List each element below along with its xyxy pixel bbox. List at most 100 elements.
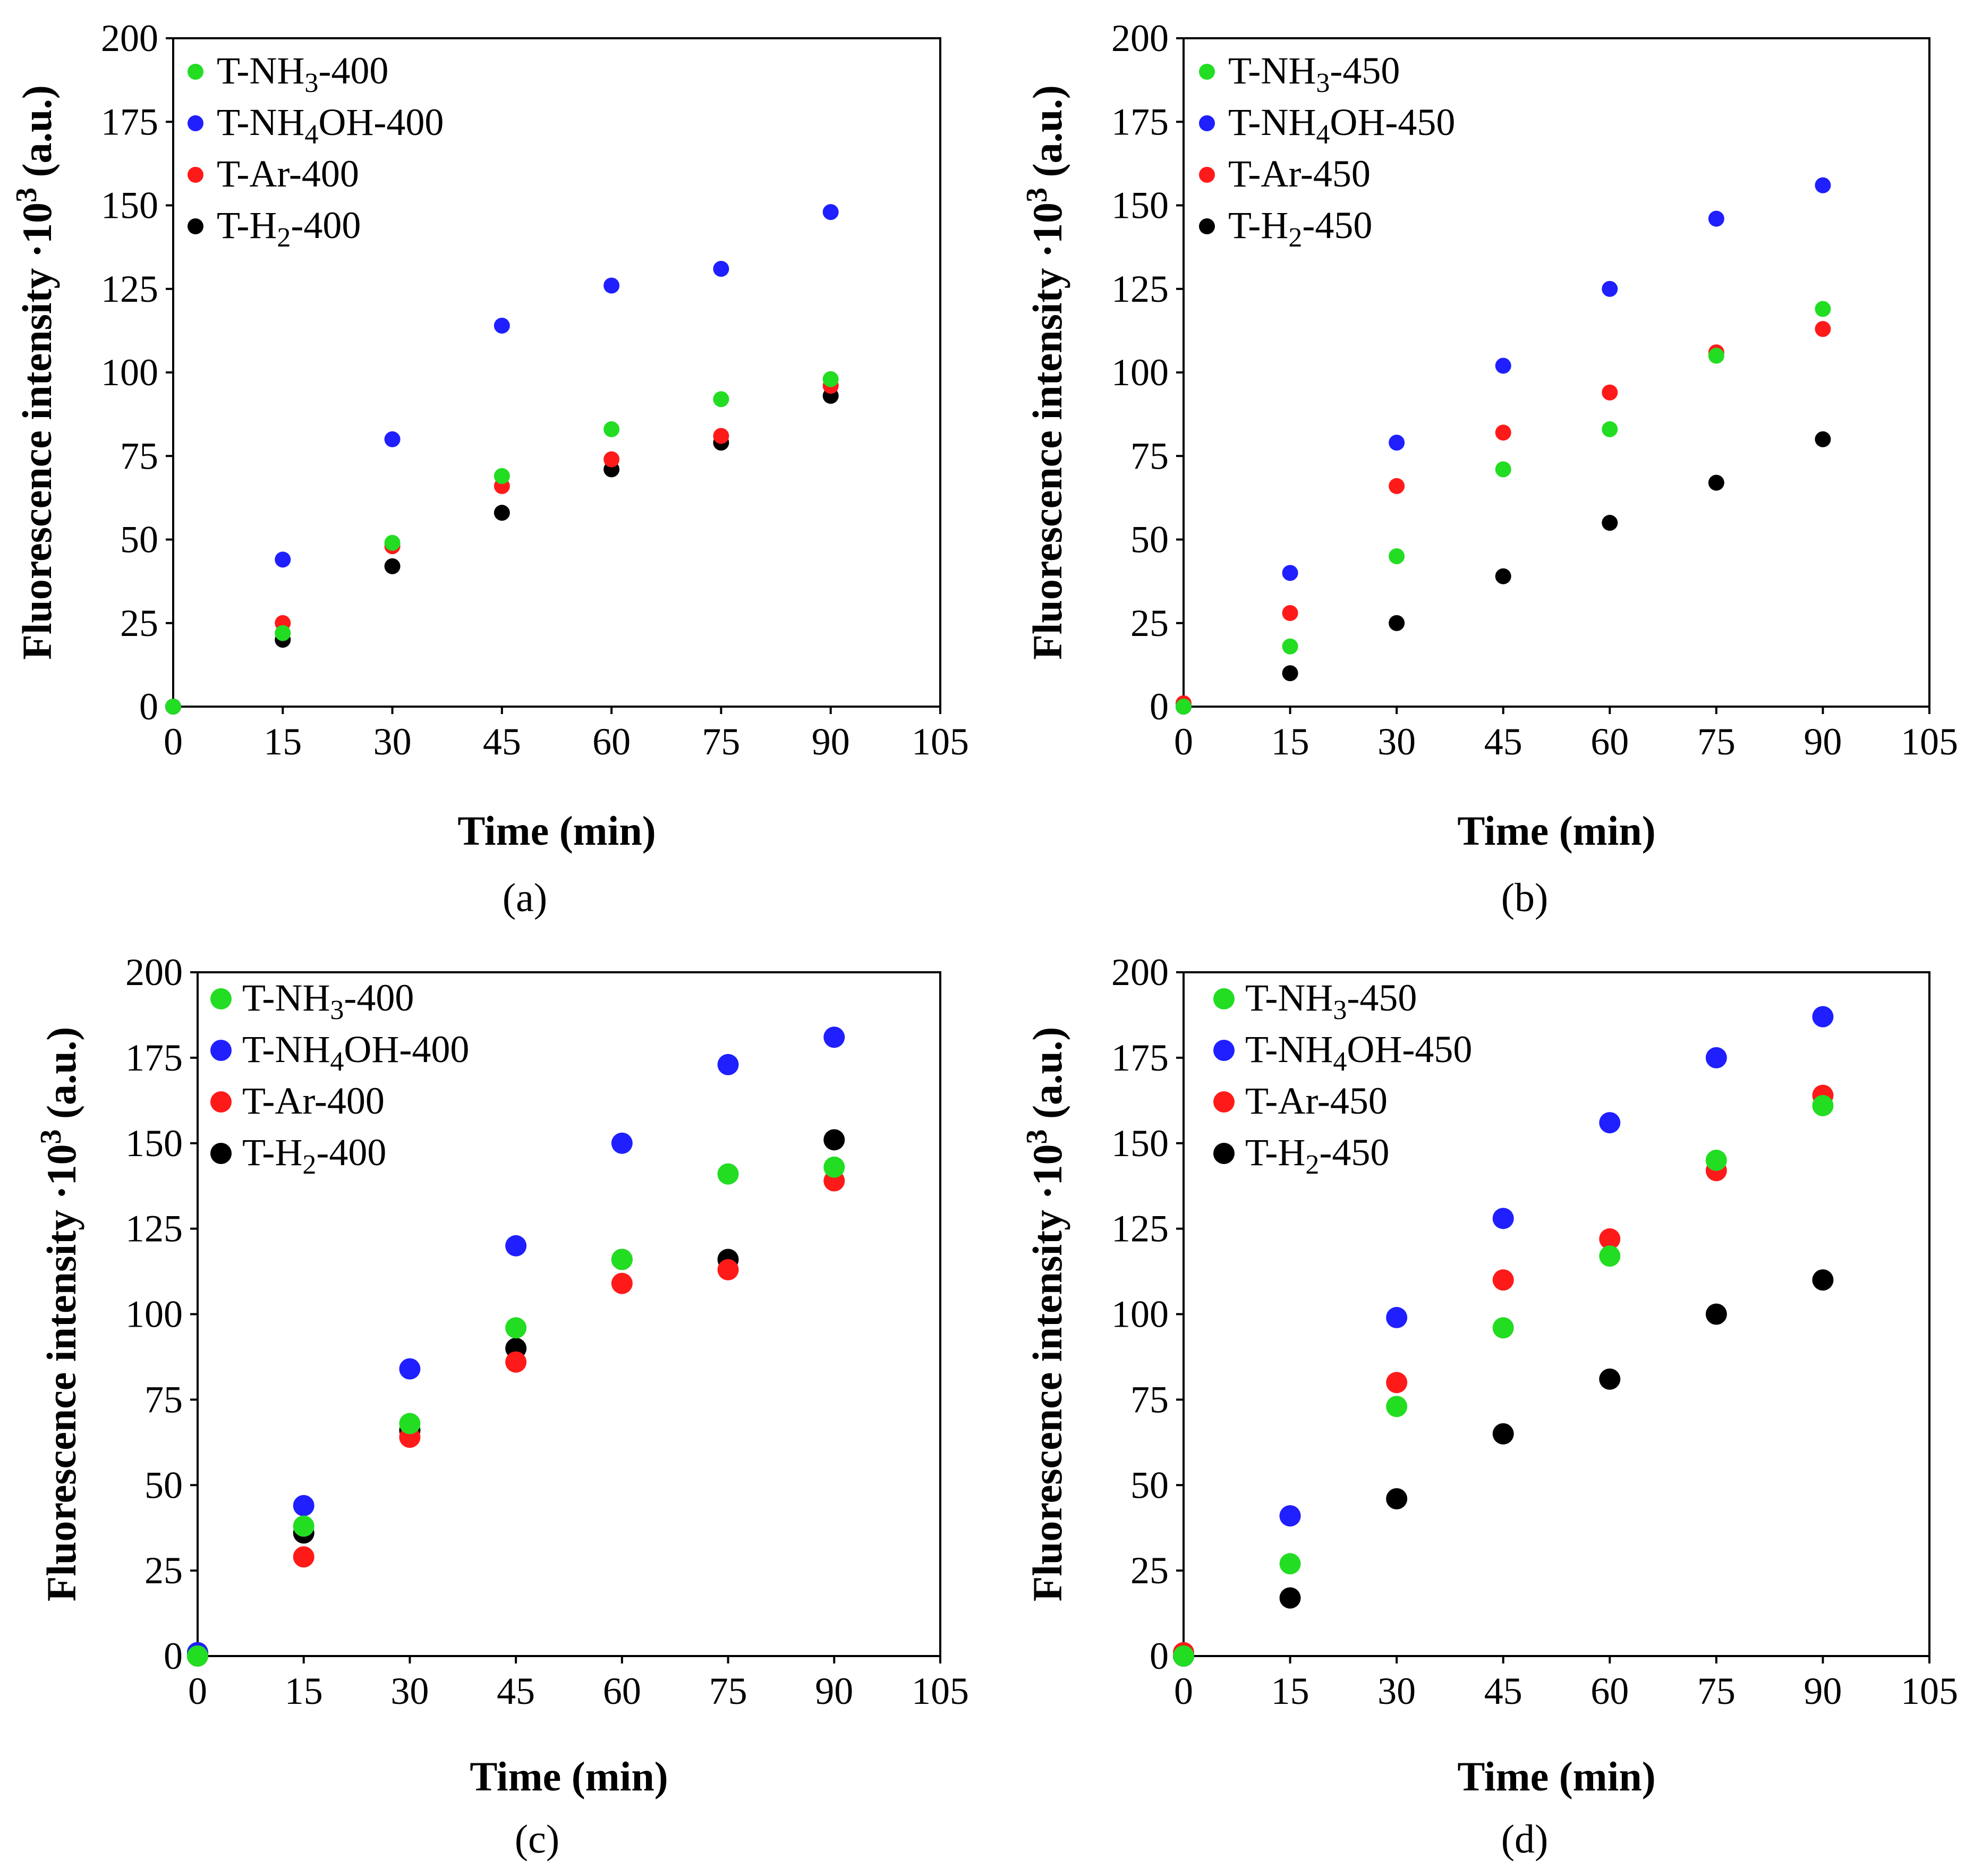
data-point xyxy=(1599,1368,1621,1390)
y-tick-label: 75 xyxy=(120,435,158,477)
x-tick-label: 30 xyxy=(373,720,412,763)
legend-label: T-NH4​OH-450 xyxy=(1228,101,1455,150)
legend-marker-nh3 xyxy=(1213,988,1235,1009)
data-point xyxy=(1602,421,1618,437)
legend-marker-h2 xyxy=(188,218,203,234)
legend-label: T-H2​-400 xyxy=(242,1131,386,1180)
x-tick-label: 75 xyxy=(709,1670,747,1712)
data-point xyxy=(384,558,401,574)
data-point xyxy=(1495,358,1511,374)
x-axis-title: Time (min) xyxy=(470,1753,668,1799)
data-point xyxy=(603,421,620,437)
data-point xyxy=(1815,431,1831,447)
y-tick-label: 200 xyxy=(101,17,158,60)
x-axis-title: Time (min) xyxy=(457,808,656,854)
data-point xyxy=(713,391,729,408)
data-point xyxy=(1495,568,1511,584)
y-tick-label: 25 xyxy=(120,602,158,644)
x-tick-label: 30 xyxy=(390,1670,429,1712)
data-point xyxy=(1389,478,1405,494)
data-point xyxy=(494,468,510,484)
data-point xyxy=(1599,1245,1621,1267)
data-point xyxy=(1386,1396,1408,1417)
y-tick-label: 25 xyxy=(1130,602,1169,644)
y-tick-label: 100 xyxy=(125,1293,183,1336)
y-axis-title: Fluorescence intensity ·103 (a.u.) xyxy=(10,85,60,660)
x-tick-label: 75 xyxy=(1697,1670,1736,1712)
y-tick-label: 0 xyxy=(139,685,158,728)
data-point xyxy=(1492,1423,1514,1445)
data-point xyxy=(1602,515,1618,531)
y-tick-label: 25 xyxy=(1130,1549,1169,1592)
data-point xyxy=(822,204,839,220)
legend-marker-h2 xyxy=(1199,218,1215,234)
x-tick-label: 45 xyxy=(497,1670,535,1712)
x-tick-label: 60 xyxy=(592,720,631,763)
legend-marker-ar xyxy=(188,167,203,183)
data-point xyxy=(494,505,510,521)
legend-marker-h2 xyxy=(1213,1143,1235,1164)
legend-marker-nh4oh xyxy=(1199,115,1215,131)
x-tick-label: 90 xyxy=(1804,720,1842,763)
legend-label: T-NH3​-450 xyxy=(1228,49,1400,98)
y-tick-label: 25 xyxy=(144,1549,183,1592)
data-point xyxy=(1705,1149,1727,1171)
data-point xyxy=(1282,605,1298,621)
data-point xyxy=(1815,321,1831,337)
y-tick-label: 50 xyxy=(1130,1464,1169,1506)
y-axis-title: Fluorescence intensity ·103 (a.u.) xyxy=(1020,1027,1070,1602)
data-point xyxy=(1812,1269,1834,1291)
data-point xyxy=(1705,1047,1727,1068)
legend-marker-h2 xyxy=(210,1143,232,1164)
x-tick-label: 75 xyxy=(1697,720,1736,763)
x-axis-title: Time (min) xyxy=(1457,1753,1655,1799)
data-point xyxy=(1812,1006,1834,1028)
data-point xyxy=(717,1054,739,1075)
y-tick-label: 75 xyxy=(1130,1378,1169,1421)
data-point xyxy=(1389,548,1405,564)
x-tick-label: 75 xyxy=(702,720,740,763)
data-point xyxy=(399,1413,421,1434)
x-axis-title: Time (min) xyxy=(1457,808,1655,854)
y-tick-label: 75 xyxy=(144,1378,183,1421)
data-point xyxy=(293,1515,314,1537)
legend-label: T-Ar-450 xyxy=(1228,152,1371,195)
data-point xyxy=(1705,1303,1727,1325)
y-tick-label: 75 xyxy=(1130,435,1169,477)
data-point xyxy=(1173,1645,1194,1667)
x-tick-label: 15 xyxy=(1271,1670,1309,1712)
data-point xyxy=(1282,665,1298,682)
data-point xyxy=(1492,1317,1514,1339)
legend-label: T-H2​-450 xyxy=(1228,204,1372,253)
x-tick-label: 60 xyxy=(1590,720,1629,763)
data-point xyxy=(1495,461,1511,478)
data-point xyxy=(1708,474,1724,491)
x-tick-label: 105 xyxy=(1901,720,1958,763)
legend-marker-ar xyxy=(1213,1091,1235,1113)
legend-label: T-Ar-450 xyxy=(1245,1080,1388,1122)
legend-label: T-NH3​-400 xyxy=(242,977,414,1025)
y-tick-label: 175 xyxy=(125,1037,183,1079)
y-axis-title: Fluorescence intensity ·103 (a.u.) xyxy=(35,1027,84,1602)
x-tick-label: 45 xyxy=(1484,720,1522,763)
data-point xyxy=(713,261,729,277)
data-point xyxy=(165,699,181,715)
panel-label: (a) xyxy=(503,876,547,920)
y-tick-label: 125 xyxy=(125,1208,183,1250)
legend-marker-nh3 xyxy=(210,988,232,1009)
legend-label: T-H2​-450 xyxy=(1245,1131,1389,1180)
legend-label: T-Ar-400 xyxy=(217,152,359,195)
data-point xyxy=(717,1163,739,1185)
legend-label: T-NH3​-450 xyxy=(1245,977,1417,1025)
panel-label: (b) xyxy=(1501,876,1549,920)
series-nh3 xyxy=(1173,1094,1834,1667)
x-tick-label: 0 xyxy=(1174,1670,1193,1712)
panel-label: (d) xyxy=(1501,1817,1549,1862)
data-point xyxy=(822,371,839,387)
data-point xyxy=(823,1026,845,1048)
panel-label: (c) xyxy=(515,1817,559,1862)
legend-marker-nh4oh xyxy=(1213,1040,1235,1061)
